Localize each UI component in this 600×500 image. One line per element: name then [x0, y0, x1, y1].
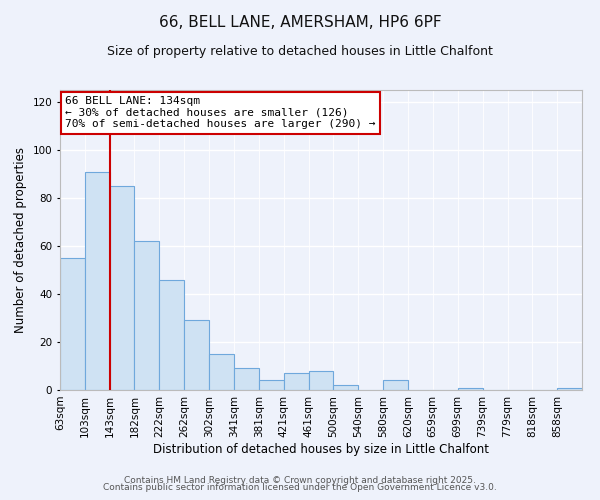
Bar — [458, 388, 482, 390]
Bar — [234, 368, 259, 390]
Bar — [333, 385, 358, 390]
Bar — [184, 320, 209, 390]
Bar — [160, 280, 184, 390]
Bar — [284, 373, 309, 390]
X-axis label: Distribution of detached houses by size in Little Chalfont: Distribution of detached houses by size … — [153, 442, 489, 456]
Text: 66, BELL LANE, AMERSHAM, HP6 6PF: 66, BELL LANE, AMERSHAM, HP6 6PF — [158, 15, 442, 30]
Text: Contains public sector information licensed under the Open Government Licence v3: Contains public sector information licen… — [103, 484, 497, 492]
Bar — [383, 380, 408, 390]
Text: 66 BELL LANE: 134sqm
← 30% of detached houses are smaller (126)
70% of semi-deta: 66 BELL LANE: 134sqm ← 30% of detached h… — [65, 96, 376, 129]
Bar — [557, 388, 582, 390]
Bar — [259, 380, 284, 390]
Bar — [309, 371, 333, 390]
Bar — [60, 258, 85, 390]
Bar — [110, 186, 134, 390]
Bar — [85, 172, 110, 390]
Bar — [134, 241, 160, 390]
Text: Size of property relative to detached houses in Little Chalfont: Size of property relative to detached ho… — [107, 45, 493, 58]
Bar — [209, 354, 234, 390]
Y-axis label: Number of detached properties: Number of detached properties — [14, 147, 27, 333]
Text: Contains HM Land Registry data © Crown copyright and database right 2025.: Contains HM Land Registry data © Crown c… — [124, 476, 476, 485]
